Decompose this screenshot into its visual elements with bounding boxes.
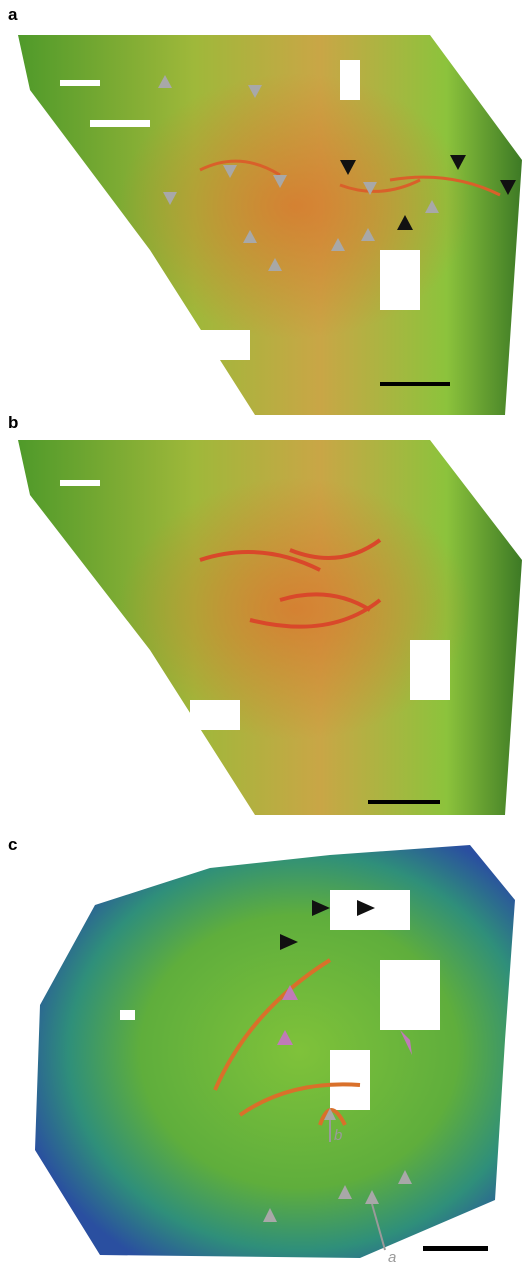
figure: a b c b a — [0, 0, 526, 1263]
panel-a-render — [18, 35, 522, 415]
point-cloud-highlight — [18, 35, 522, 415]
panel-label: a — [8, 5, 18, 24]
point-cloud-highlight — [18, 440, 522, 815]
panel-b-render — [18, 440, 522, 815]
panel-label: b — [8, 413, 18, 432]
annotation-label: a — [388, 1249, 396, 1263]
panel-c-render: b a — [35, 845, 515, 1263]
scale-bar — [380, 382, 450, 386]
scale-bar — [368, 800, 440, 804]
annotation-label: b — [334, 1127, 342, 1144]
point-cloud — [35, 845, 515, 1258]
scale-bar — [423, 1246, 488, 1251]
panel-label: c — [8, 835, 17, 854]
page: a b c b a (() => { const data = JSON.par… — [0, 0, 526, 1263]
